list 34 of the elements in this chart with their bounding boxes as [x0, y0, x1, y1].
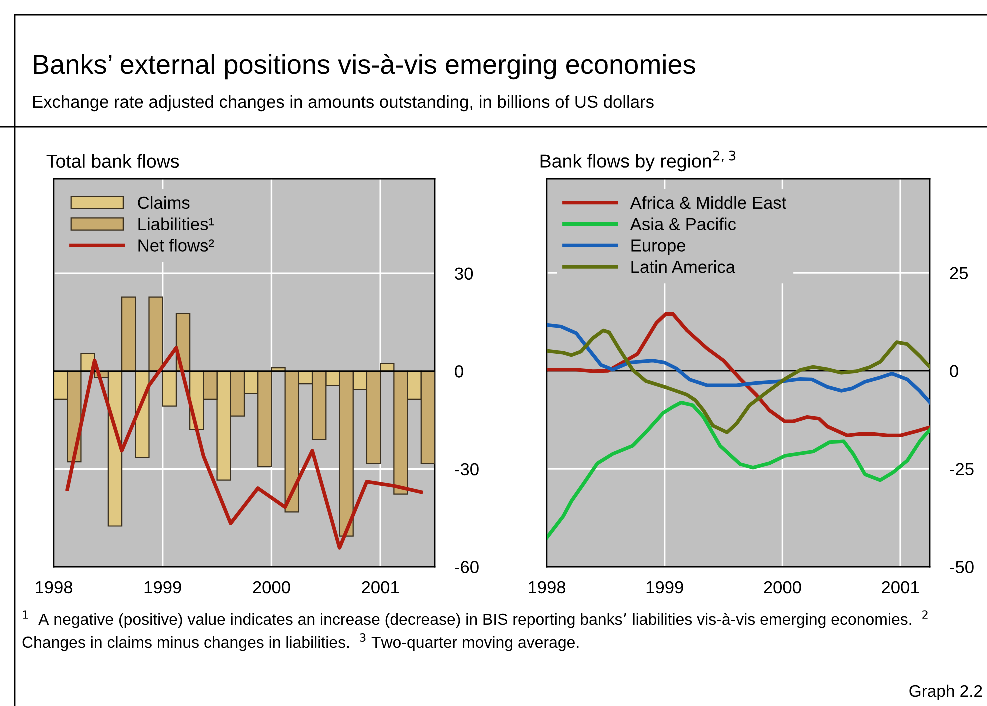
x-tick-label: 2001	[882, 581, 920, 594]
legend-label: Net flows²	[138, 239, 214, 252]
x-tick-label: 2000	[764, 581, 802, 594]
line-series	[547, 323, 930, 404]
y-tick-label: 25	[950, 267, 968, 280]
y-tick-label: 0	[455, 366, 464, 378]
line-series	[547, 312, 930, 438]
x-tick-label: 1999	[646, 581, 684, 594]
x-tick-label: 1999	[144, 581, 182, 594]
text: Exchange rate adjusted changes in amounts outstanding, in billions of US dollars	[33, 95, 654, 112]
y-tick-label: -30	[455, 463, 479, 476]
line-series	[66, 346, 424, 550]
line-series	[547, 328, 930, 434]
legend-label: Liabilities¹	[138, 218, 214, 231]
legend-label: Latin America	[632, 260, 736, 274]
legend-label: Europe	[632, 240, 686, 256]
y-tick-label: -50	[950, 561, 974, 574]
chart-title: Bank flows by region$^{2,3}$	[540, 150, 736, 172]
text: $^{1}$ A negative (positive) value indicates an increase (decrease) in BIS reporting banks’ liabilities vis-à-vis emerging economies. $^{2}$ Changes in claims minus changes in liabilities. $^{3}$ Two-quarter moving average.	[22, 610, 928, 652]
x-tick-label: 1998	[36, 581, 73, 594]
legend-label: Africa & Middle East	[630, 196, 787, 210]
x-tick-label: 1998	[529, 581, 566, 594]
chart-title: Total bank flows	[46, 154, 180, 168]
y-tick-label: 30	[455, 268, 474, 280]
legend-label: Claims	[138, 196, 190, 210]
y-tick-label: -60	[455, 561, 479, 574]
line-series	[547, 400, 930, 540]
legend-label: Asia & Pacific	[630, 218, 736, 231]
caption: Graph 2.2	[910, 684, 982, 700]
y-tick-label: 0	[950, 365, 958, 378]
x-tick-label: 2000	[253, 581, 290, 594]
x-tick-label: 2001	[362, 581, 400, 594]
text: Banks’ external positions vis-à-vis emerging economies	[34, 54, 696, 80]
y-tick-label: -25	[950, 463, 974, 476]
